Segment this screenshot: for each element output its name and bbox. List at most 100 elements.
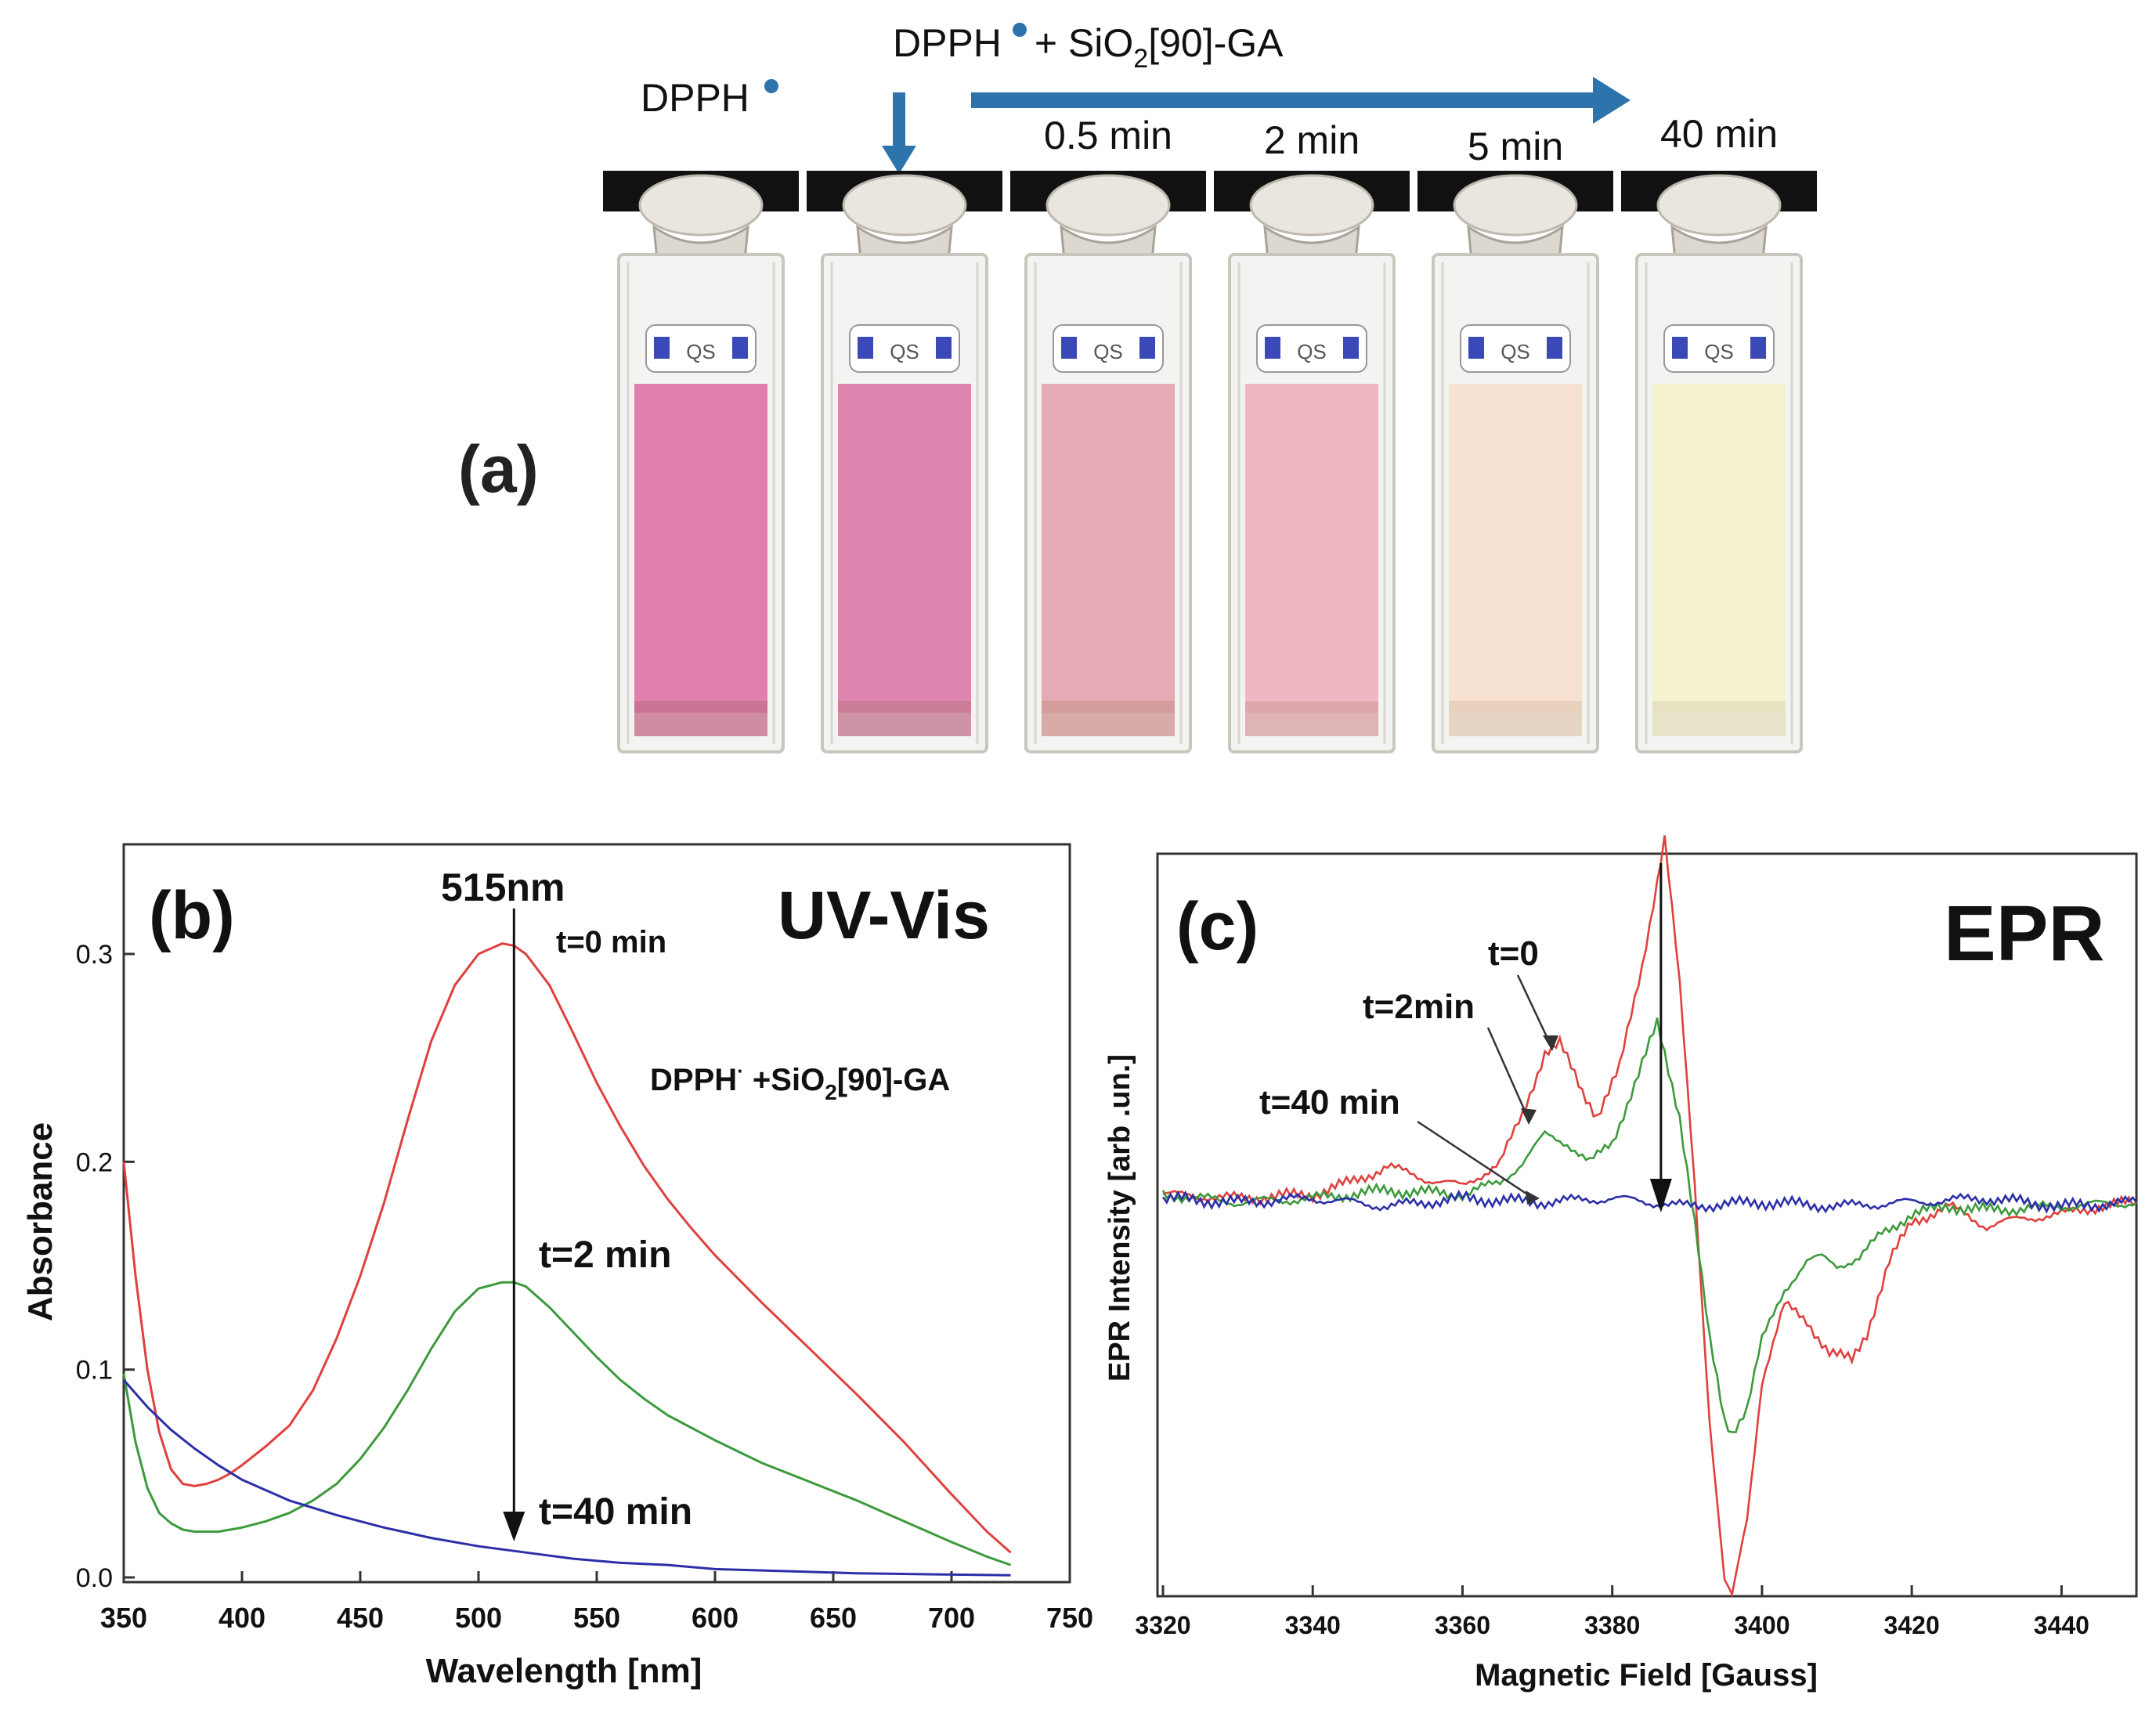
y-tick-label: 0.3 [76, 940, 113, 970]
cap-top [1656, 174, 1782, 237]
time-arrow [971, 77, 1631, 124]
x-tick-label: 3340 [1285, 1611, 1341, 1639]
x-tick-label: 3440 [2034, 1611, 2089, 1639]
solution-fill [1042, 384, 1175, 713]
mixture-radical-dot [1013, 23, 1027, 37]
cap-top [1453, 174, 1578, 237]
pointer-line-t0 [1516, 974, 1551, 1042]
label-mark-right [1139, 337, 1155, 359]
series-line-t-2min [1161, 1017, 2137, 1433]
mixture-label: DPPH + SiO2[90]-GA [893, 21, 1284, 74]
y-axis-label-b: Absorbance [21, 1122, 60, 1321]
label-mark-left [1468, 337, 1484, 359]
x-tick-label: 650 [810, 1602, 857, 1634]
cap-top [1045, 174, 1171, 237]
panel-c-epr-chart: 3320 3340 3360 3380 3400 3420 3440 (c) EPR t=0… [1103, 835, 2138, 1693]
panel-b-label: (b) [149, 878, 235, 953]
solution-fill [634, 384, 767, 713]
label-mark-right [1343, 337, 1359, 359]
cuvette: QS 2 min [1214, 118, 1410, 753]
label-mark-right [936, 337, 952, 359]
cap-label-text: QS [1093, 340, 1123, 363]
peak-arrow-head [503, 1512, 525, 1541]
solution-fill [1652, 384, 1786, 713]
x-tick-label: 500 [455, 1602, 502, 1634]
x-tick-label: 3420 [1884, 1611, 1940, 1639]
cap-label-plate [645, 324, 757, 373]
epr-title: EPR [1944, 890, 2105, 977]
label-mark-right [1750, 337, 1766, 359]
solution-bottom [1245, 701, 1378, 736]
cuvette-time-label: 2 min [1264, 118, 1360, 162]
cap-label-plate [1663, 324, 1775, 373]
x-tick-label: 3320 [1135, 1611, 1190, 1639]
cap-label-text: QS [686, 340, 716, 363]
cuvette-time-label: 5 min [1468, 125, 1563, 168]
x-tick-label: 450 [337, 1602, 384, 1634]
x-tick-label: 3380 [1584, 1611, 1640, 1639]
x-tick-label: 550 [573, 1602, 620, 1634]
panel-a: (a) DPPH DPPH + SiO2[90]-GA QS QS QS 0.5 mi… [458, 21, 1817, 753]
panel-b-uvvis-chart: 350 400 450 500 550 600 650 700 7500.00.10.20.3 … [21, 843, 1093, 1690]
x-tick-label: 350 [100, 1602, 147, 1634]
label-mark-left [1672, 337, 1688, 359]
cuvette: QS [603, 171, 799, 753]
label-mark-right [732, 337, 748, 359]
label-mark-right [1547, 337, 1562, 359]
label-mark-left [1061, 337, 1077, 359]
series-line-t-0-min [122, 942, 1012, 1554]
cuvette-row: QS QS QS 0.5 min QS 2 min QS 5 min QS 40 min [603, 112, 1817, 753]
solution-fill [1245, 384, 1378, 713]
label-mark-left [654, 337, 670, 359]
cuvette-time-label: 40 min [1660, 112, 1778, 156]
series-line-t-40-min [1161, 1189, 2138, 1214]
cap-top [638, 174, 764, 237]
solution-bottom [1449, 701, 1582, 736]
pointer-head-t0 [1543, 1035, 1558, 1051]
x-tick-label: 600 [692, 1602, 739, 1634]
t40-label: t=40 min [539, 1491, 692, 1533]
cap-top [842, 174, 967, 237]
panel-c-label: (c) [1176, 889, 1259, 964]
series-line-t-0 [1162, 835, 2137, 1598]
solution-fill [1449, 384, 1582, 713]
y-tick-label: 0.1 [76, 1356, 113, 1386]
series-line-t-40-min [122, 1378, 1011, 1577]
y-axis-label-c: EPR Intensity [arb .un.] [1103, 1054, 1136, 1382]
cuvette: QS 5 min [1417, 125, 1613, 753]
cap-top [1249, 174, 1374, 237]
solution-bottom [1652, 701, 1786, 736]
solution-fill [838, 384, 971, 713]
decay-arrow-head [1649, 1179, 1672, 1212]
cap-label-plate [1256, 324, 1367, 373]
cuvette: QS 40 min [1621, 112, 1817, 753]
y-tick-label: 0.0 [76, 1563, 113, 1593]
x-tick-label: 400 [218, 1602, 265, 1634]
pointer-line-t40 [1417, 1120, 1534, 1200]
x-tick-label: 3360 [1435, 1611, 1490, 1639]
x-axis-label-b: Wavelength [nm] [426, 1652, 702, 1690]
t0-label: t=0 min [556, 925, 666, 959]
series-line-t-2-min [122, 1281, 1011, 1566]
solution-bottom [1042, 701, 1175, 736]
sample-label: DPPH· +SiO2[90]-GA [650, 1059, 950, 1104]
panel-a-label: (a) [458, 432, 539, 506]
cuvette: QS [807, 171, 1002, 753]
cap-label-text: QS [890, 340, 919, 363]
label-mark-left [1265, 337, 1280, 359]
addition-arrow [882, 92, 916, 174]
uvvis-title: UV-Vis [778, 878, 990, 953]
cap-label-text: QS [1501, 340, 1530, 363]
solution-bottom [634, 701, 767, 736]
x-tick-label: 700 [928, 1602, 975, 1634]
cap-label-plate [849, 324, 960, 373]
t2-label: t=2 min [539, 1234, 671, 1276]
t0-label-c: t=0 [1488, 934, 1539, 973]
solution-bottom [838, 701, 971, 736]
label-mark-left [858, 337, 873, 359]
pointer-head-t40 [1526, 1191, 1540, 1205]
plot-frame-c [1156, 852, 2138, 1598]
cuvette-time-label: 0.5 min [1044, 114, 1172, 157]
cap-label-plate [1460, 324, 1571, 373]
